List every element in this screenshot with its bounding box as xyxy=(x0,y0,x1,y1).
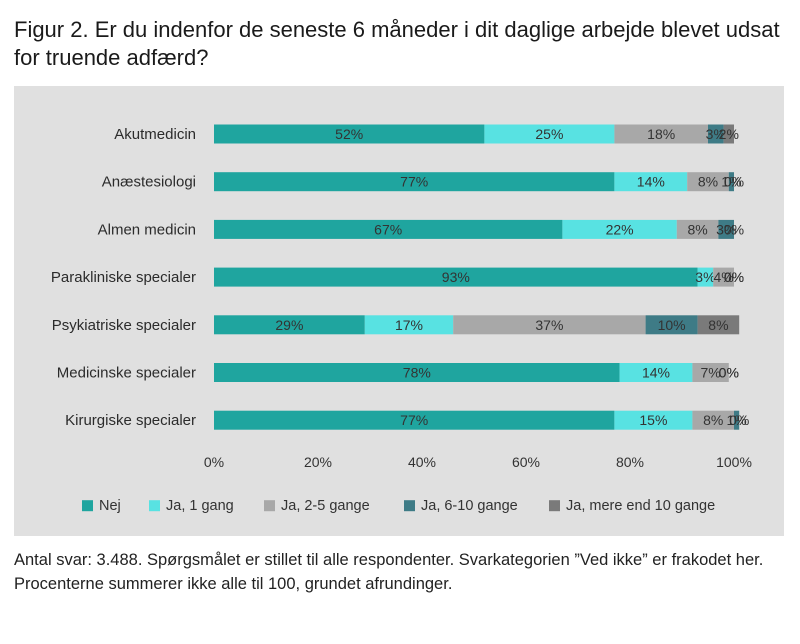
data-label: 25% xyxy=(535,126,563,142)
data-label: 18% xyxy=(647,126,675,142)
data-label: 8% xyxy=(687,221,707,237)
data-label: 52% xyxy=(335,126,363,142)
bar-segment xyxy=(692,410,734,430)
legend-label-ja-1-gang: Ja, 1 gang xyxy=(166,498,234,514)
legend-swatch-ja-2-5-gange xyxy=(264,500,275,512)
data-label: 1% xyxy=(726,412,746,428)
bar-segment xyxy=(713,267,734,287)
x-tick-label: 80% xyxy=(616,454,644,470)
data-label: 14% xyxy=(637,174,665,190)
bar-segment xyxy=(734,410,740,430)
bar-segment xyxy=(676,219,719,239)
legend-label-nej: Nej xyxy=(99,498,121,514)
bar-segment xyxy=(697,267,714,287)
data-label: 2% xyxy=(719,126,739,142)
data-label: 8% xyxy=(708,317,728,333)
category-label: Akutmedicin xyxy=(114,126,196,143)
bar-segment xyxy=(214,410,615,430)
figure-title: Figur 2. Er du indenfor de seneste 6 mån… xyxy=(14,17,780,70)
legend-swatch-nej xyxy=(82,500,93,512)
x-tick-label: 100% xyxy=(716,454,752,470)
bar-segment xyxy=(453,315,646,335)
data-label: 3% xyxy=(706,126,726,142)
bar-segment xyxy=(484,124,615,144)
bar-segment xyxy=(614,172,688,192)
data-label: 17% xyxy=(395,317,423,333)
data-label: 0% xyxy=(719,365,739,381)
bar-segment xyxy=(214,267,698,287)
bar-segment xyxy=(614,410,693,430)
data-label: 3% xyxy=(695,269,715,285)
data-label: 0% xyxy=(719,365,739,381)
data-label: 93% xyxy=(442,269,470,285)
x-tick-label: 60% xyxy=(512,454,540,470)
bar-segment xyxy=(214,172,615,192)
bar-segment xyxy=(364,315,454,335)
bar-segment xyxy=(214,124,485,144)
data-label: 22% xyxy=(606,221,634,237)
data-label: 29% xyxy=(275,317,303,333)
bar-segment xyxy=(214,219,563,239)
data-label: 78% xyxy=(403,365,431,381)
category-label: Medicinske specialer xyxy=(57,365,196,382)
legend-label-ja-mere-end-10-gange: Ja, mere end 10 gange xyxy=(566,498,715,514)
data-label: 77% xyxy=(400,174,428,190)
data-label: 0% xyxy=(729,412,749,428)
data-label: 8% xyxy=(703,412,723,428)
bar-segment xyxy=(214,363,620,382)
data-label: 8% xyxy=(698,174,718,190)
bar-segment xyxy=(728,172,734,192)
data-label: 14% xyxy=(642,365,670,381)
category-label: Almen medicin xyxy=(98,221,196,238)
legend-swatch-ja-6-10-gange xyxy=(404,500,415,512)
data-label: 3% xyxy=(716,221,736,237)
stacked-bar-chart: Akutmedicin 52% 25% 18% 3%2%Anæstesiologi 77%… xyxy=(51,124,752,514)
category-label: Anæstesiologi xyxy=(102,174,196,191)
data-label: 0% xyxy=(724,174,744,190)
data-label: 4% xyxy=(713,269,733,285)
data-label: 67% xyxy=(374,221,402,237)
data-label: 1% xyxy=(721,174,741,190)
chart-area: Akutmedicin 52% 25% 18% 3% 2% Anæstesiologi 77%… xyxy=(14,86,784,536)
bar-segment xyxy=(645,315,698,335)
bar-segment xyxy=(708,124,724,144)
bar-segment xyxy=(562,219,677,239)
legend-swatch-ja-1-gang xyxy=(149,500,160,512)
bar-segment xyxy=(214,315,365,335)
data-label: 7% xyxy=(700,365,720,381)
data-label: 0% xyxy=(724,269,744,285)
legend-label-ja-2-5-gange: Ja, 2-5 gange xyxy=(281,498,370,514)
category-label: Parakliniske specialer xyxy=(51,269,196,286)
data-label: 77% xyxy=(400,412,428,428)
x-tick-label: 20% xyxy=(304,454,332,470)
category-label: Psykiatriske specialer xyxy=(52,317,196,334)
x-tick-label: 0% xyxy=(204,454,224,470)
legend-label-ja-6-10-gange: Ja, 6-10 gange xyxy=(421,498,518,514)
bar-segment xyxy=(687,172,729,192)
data-label: 37% xyxy=(535,317,563,333)
category-label: Kirurgiske specialer xyxy=(65,412,196,429)
legend-swatch-ja-mere-end-10-gange xyxy=(549,500,560,512)
bar-segment xyxy=(614,124,708,144)
bar-segment xyxy=(723,124,734,144)
x-tick-label: 40% xyxy=(408,454,436,470)
bar-segment xyxy=(619,363,693,382)
bar-segment xyxy=(692,363,729,382)
footnote: Antal svar: 3.488. Spørgsmålet er stille… xyxy=(14,551,764,593)
data-label: 10% xyxy=(658,317,686,333)
bar-segment xyxy=(718,219,734,239)
data-label: 15% xyxy=(639,412,667,428)
data-label: 0% xyxy=(724,221,744,237)
bar-segment xyxy=(697,315,740,335)
data-label: 0% xyxy=(724,269,744,285)
